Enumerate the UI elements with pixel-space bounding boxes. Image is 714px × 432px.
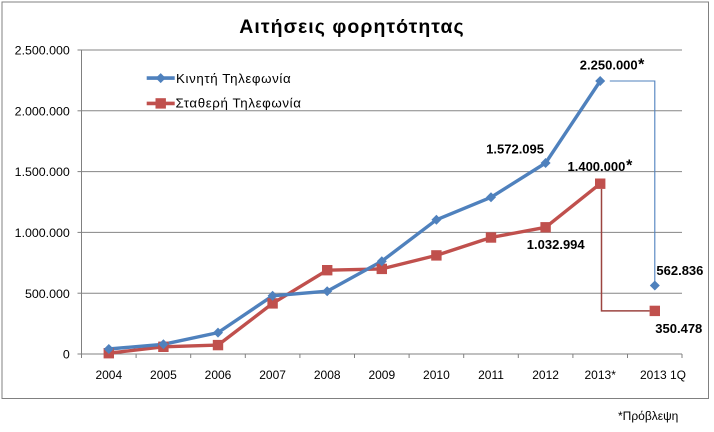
svg-text:2004: 2004: [95, 368, 122, 382]
svg-text:2008: 2008: [314, 368, 341, 382]
svg-text:1.032.994: 1.032.994: [527, 237, 586, 252]
svg-text:350.478: 350.478: [655, 321, 702, 336]
svg-text:2013*: 2013*: [585, 368, 617, 382]
svg-text:500.000: 500.000: [25, 287, 70, 301]
svg-text:2013 1Q: 2013 1Q: [640, 368, 686, 382]
svg-text:2006: 2006: [205, 368, 232, 382]
svg-text:*Πρόβλεψη: *Πρόβλεψη: [618, 409, 678, 423]
svg-text:1.000.000: 1.000.000: [15, 226, 70, 240]
svg-text:2011: 2011: [478, 368, 504, 382]
svg-text:Σταθερή Τηλεφωνία: Σταθερή Τηλεφωνία: [176, 95, 302, 110]
svg-text:1.500.000: 1.500.000: [15, 165, 70, 179]
svg-text:2.000.000: 2.000.000: [15, 104, 70, 118]
svg-text:2005: 2005: [150, 368, 177, 382]
svg-text:2.250.000*: 2.250.000*: [580, 57, 645, 74]
svg-text:1.400.000*: 1.400.000*: [568, 157, 634, 174]
svg-text:2007: 2007: [259, 368, 286, 382]
svg-text:Αιτήσεις φορητότητας: Αιτήσεις φορητότητας: [239, 16, 465, 38]
svg-text:2010: 2010: [423, 368, 450, 382]
svg-text:562.836: 562.836: [656, 263, 703, 278]
svg-text:2012: 2012: [532, 368, 559, 382]
svg-text:1.572.095: 1.572.095: [486, 142, 544, 157]
svg-text:2.500.000: 2.500.000: [15, 44, 70, 58]
svg-text:2009: 2009: [368, 368, 395, 382]
svg-text:Κινητή Τηλεφωνία: Κινητή Τηλεφωνία: [176, 71, 291, 86]
svg-text:0: 0: [63, 348, 70, 362]
